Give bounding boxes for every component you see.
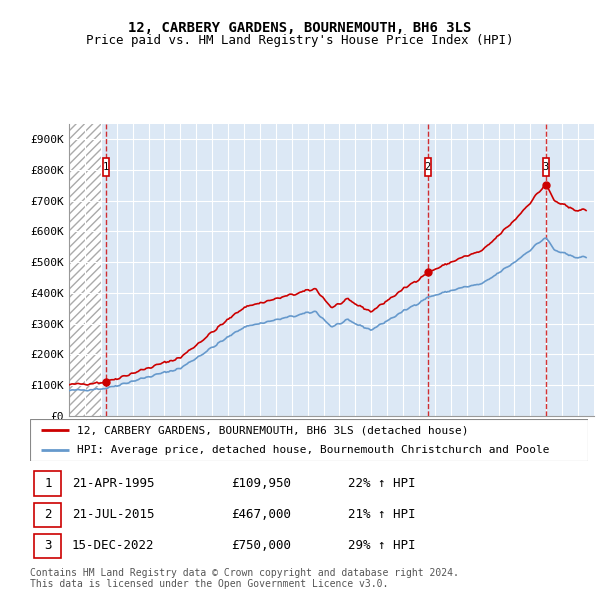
Text: 29% ↑ HPI: 29% ↑ HPI — [348, 539, 416, 552]
Text: 1: 1 — [103, 162, 109, 172]
FancyBboxPatch shape — [30, 419, 588, 461]
Text: 22% ↑ HPI: 22% ↑ HPI — [348, 477, 416, 490]
Text: 2: 2 — [425, 162, 431, 172]
FancyBboxPatch shape — [103, 158, 109, 176]
FancyBboxPatch shape — [34, 471, 61, 496]
Text: £467,000: £467,000 — [231, 508, 291, 522]
FancyBboxPatch shape — [542, 158, 548, 176]
Text: Contains HM Land Registry data © Crown copyright and database right 2024.
This d: Contains HM Land Registry data © Crown c… — [30, 568, 459, 589]
Text: 21-APR-1995: 21-APR-1995 — [72, 477, 154, 490]
Text: £750,000: £750,000 — [231, 539, 291, 552]
Bar — [69, 124, 101, 416]
Text: 21% ↑ HPI: 21% ↑ HPI — [348, 508, 416, 522]
Text: 15-DEC-2022: 15-DEC-2022 — [72, 539, 154, 552]
Text: 12, CARBERY GARDENS, BOURNEMOUTH, BH6 3LS (detached house): 12, CARBERY GARDENS, BOURNEMOUTH, BH6 3L… — [77, 425, 469, 435]
Text: HPI: Average price, detached house, Bournemouth Christchurch and Poole: HPI: Average price, detached house, Bour… — [77, 445, 550, 455]
Text: 2: 2 — [44, 508, 52, 522]
Text: 3: 3 — [542, 162, 549, 172]
Text: 21-JUL-2015: 21-JUL-2015 — [72, 508, 154, 522]
Text: 1: 1 — [44, 477, 52, 490]
FancyBboxPatch shape — [34, 534, 61, 558]
FancyBboxPatch shape — [425, 158, 431, 176]
Text: £109,950: £109,950 — [231, 477, 291, 490]
Text: 3: 3 — [44, 539, 52, 552]
Text: Price paid vs. HM Land Registry's House Price Index (HPI): Price paid vs. HM Land Registry's House … — [86, 34, 514, 47]
FancyBboxPatch shape — [34, 503, 61, 527]
Text: 12, CARBERY GARDENS, BOURNEMOUTH, BH6 3LS: 12, CARBERY GARDENS, BOURNEMOUTH, BH6 3L… — [128, 21, 472, 35]
